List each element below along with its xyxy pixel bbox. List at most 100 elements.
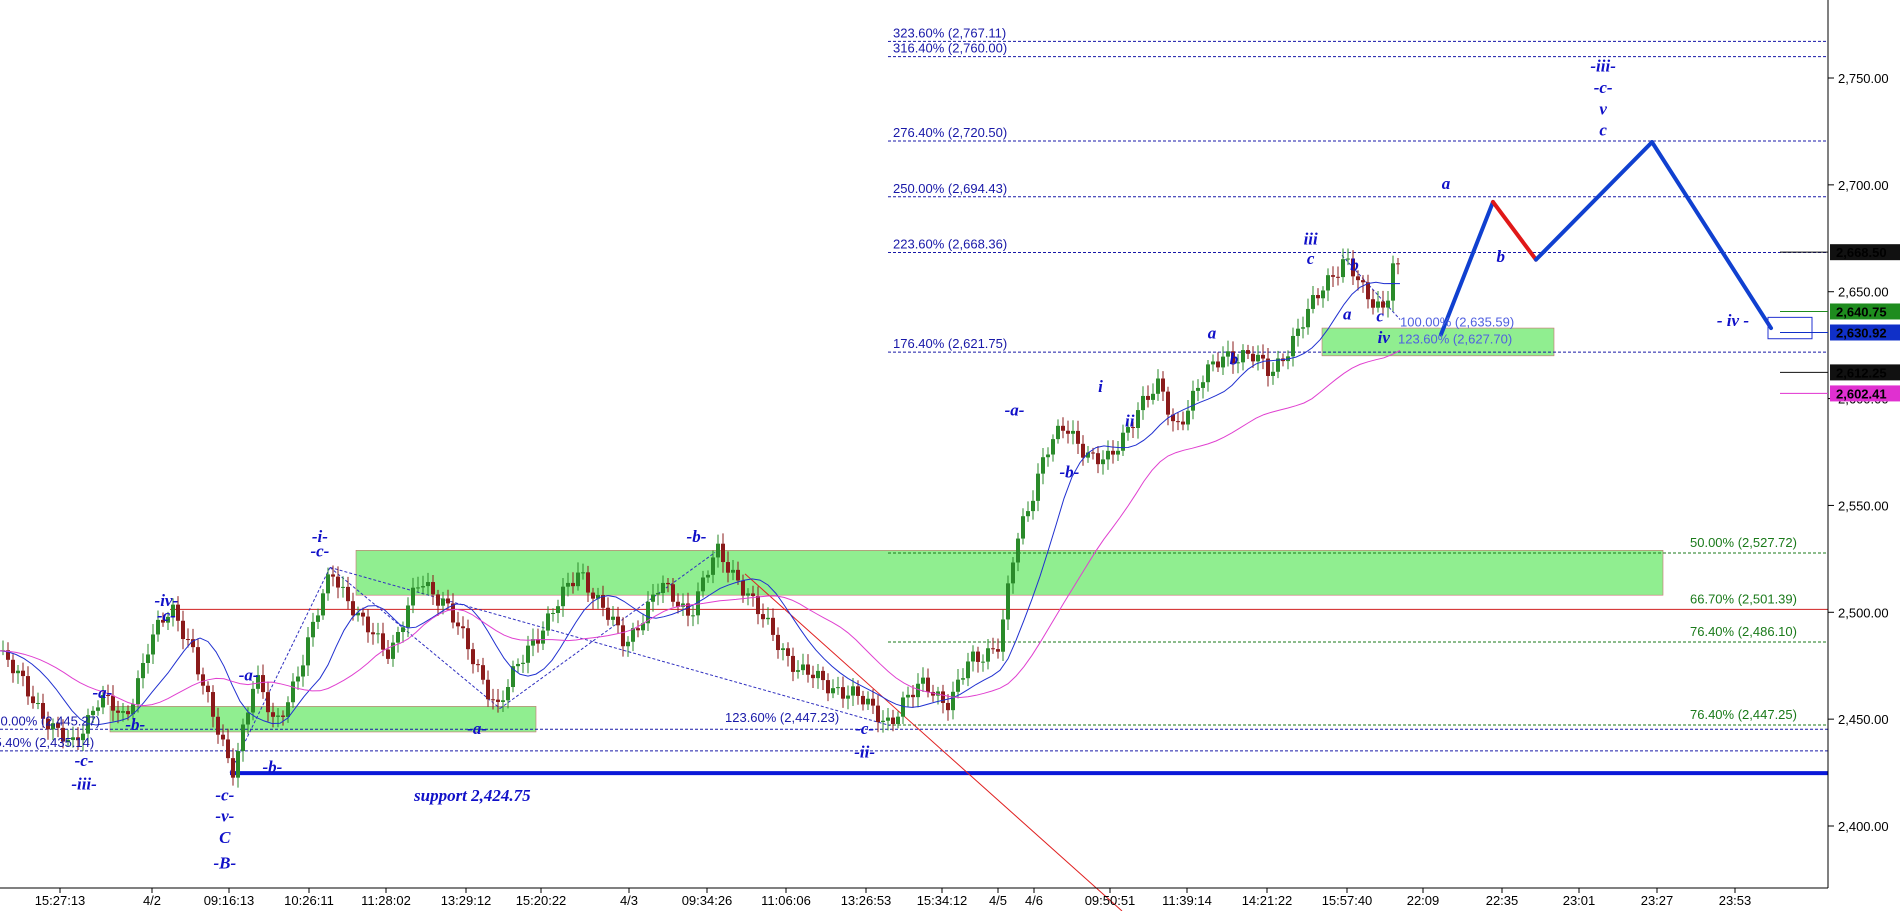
candle-body <box>76 737 80 741</box>
projection-layer <box>1439 140 1813 340</box>
candle-body <box>1396 263 1400 265</box>
candle-body <box>576 572 580 587</box>
candle-body <box>776 634 780 651</box>
candle-body <box>941 691 945 703</box>
candle-body <box>71 737 75 740</box>
candle-body <box>276 715 280 717</box>
candle-body <box>731 569 735 573</box>
candle-body <box>816 670 820 679</box>
candle-body <box>746 593 750 596</box>
candle-body <box>1251 353 1255 362</box>
candle-body <box>1196 387 1200 391</box>
candle-body <box>1321 290 1325 299</box>
candle-body <box>981 661 985 663</box>
candle-body <box>956 679 960 692</box>
candle-body <box>61 727 65 742</box>
price-badge <box>1830 364 1900 381</box>
candle-body <box>1031 500 1035 512</box>
x-tick-label: 15:34:12 <box>917 893 968 908</box>
candle-body <box>261 675 265 693</box>
candle-body <box>1381 301 1385 308</box>
candle-body <box>641 623 645 631</box>
candle-body <box>891 717 895 725</box>
candle-body <box>421 586 425 588</box>
candle-body <box>301 665 305 677</box>
candle-body <box>501 700 505 702</box>
candle-body <box>236 751 240 778</box>
candle-body <box>526 645 530 663</box>
candle-body <box>611 616 615 620</box>
x-tick-label: 11:39:14 <box>1162 893 1212 908</box>
candle-body <box>586 572 590 593</box>
candle-body <box>1006 583 1010 620</box>
candle-body <box>1351 258 1355 277</box>
candle-body <box>936 691 940 696</box>
candle-body <box>1236 362 1240 364</box>
wave-label: -ii- <box>854 743 875 762</box>
candle-body <box>511 666 515 688</box>
candle-body <box>256 675 260 689</box>
zones-layer <box>109 327 1664 733</box>
candle-body <box>441 598 445 606</box>
candle-body <box>111 695 115 711</box>
moving-average-fast <box>0 281 1401 726</box>
candle-body <box>1156 378 1160 394</box>
candle-body <box>1091 452 1095 454</box>
fib-label-lower: 66.70% (2,501.39) <box>1690 591 1797 606</box>
candle-body <box>396 632 400 643</box>
wave-label: -a- <box>467 719 487 738</box>
candle-body <box>311 621 315 638</box>
fib-label-upper: 316.40% (2,760.00) <box>893 41 1007 56</box>
candle-body <box>1316 295 1320 299</box>
candle-body <box>191 639 195 648</box>
projection-segment <box>1650 140 1773 331</box>
candle-body <box>1081 443 1085 458</box>
candle-body <box>1386 300 1390 308</box>
candle-body <box>146 654 150 664</box>
x-tick-label: 09:16:13 <box>204 893 255 908</box>
price-badge <box>1830 303 1900 320</box>
price-badge-label: 2,630.92 <box>1836 325 1887 340</box>
candle-body <box>196 647 200 675</box>
candle-body <box>1086 452 1090 458</box>
candle-body <box>811 674 815 679</box>
wave-label: c <box>1599 121 1607 140</box>
candle-body <box>506 687 510 701</box>
candle-body <box>871 698 875 706</box>
candle-body <box>371 632 375 635</box>
candle-body <box>1001 619 1005 652</box>
x-tick-label: 09:34:26 <box>682 893 733 908</box>
fib-label-left: 105.40% (2,435.14) <box>0 735 94 750</box>
candle-body <box>906 694 910 698</box>
candle-body <box>991 648 995 650</box>
candle-body <box>296 676 300 682</box>
fib-label-lower: 76.40% (2,447.25) <box>1690 707 1797 722</box>
wave-label: -iii- <box>1590 57 1616 76</box>
wave-label: -iii- <box>71 775 97 794</box>
candle-body <box>866 698 870 705</box>
candle-body <box>696 591 700 616</box>
candle-body <box>1276 358 1280 372</box>
candle-body <box>726 562 730 573</box>
wave-connector <box>499 552 716 709</box>
candle-body <box>821 670 825 681</box>
candle-body <box>1071 430 1075 434</box>
wave-label: -c- <box>855 719 874 738</box>
candle-body <box>151 634 155 655</box>
candle-body <box>1106 450 1110 460</box>
candle-body <box>31 696 35 704</box>
candle-body <box>356 612 360 616</box>
candle-body <box>1326 275 1330 291</box>
candle-body <box>551 613 555 615</box>
y-tick-label: 2,400.00 <box>1838 819 1889 834</box>
candle-body <box>716 543 720 558</box>
wave-label: b <box>1230 349 1239 368</box>
candle-body <box>11 659 15 674</box>
wave-label: -a- <box>239 666 259 685</box>
candle-body <box>1291 335 1295 357</box>
candle-body <box>541 630 545 644</box>
wave-label: -b- <box>262 758 282 777</box>
wave-label: -a- <box>92 683 112 702</box>
wave-label: -i- <box>312 527 328 546</box>
